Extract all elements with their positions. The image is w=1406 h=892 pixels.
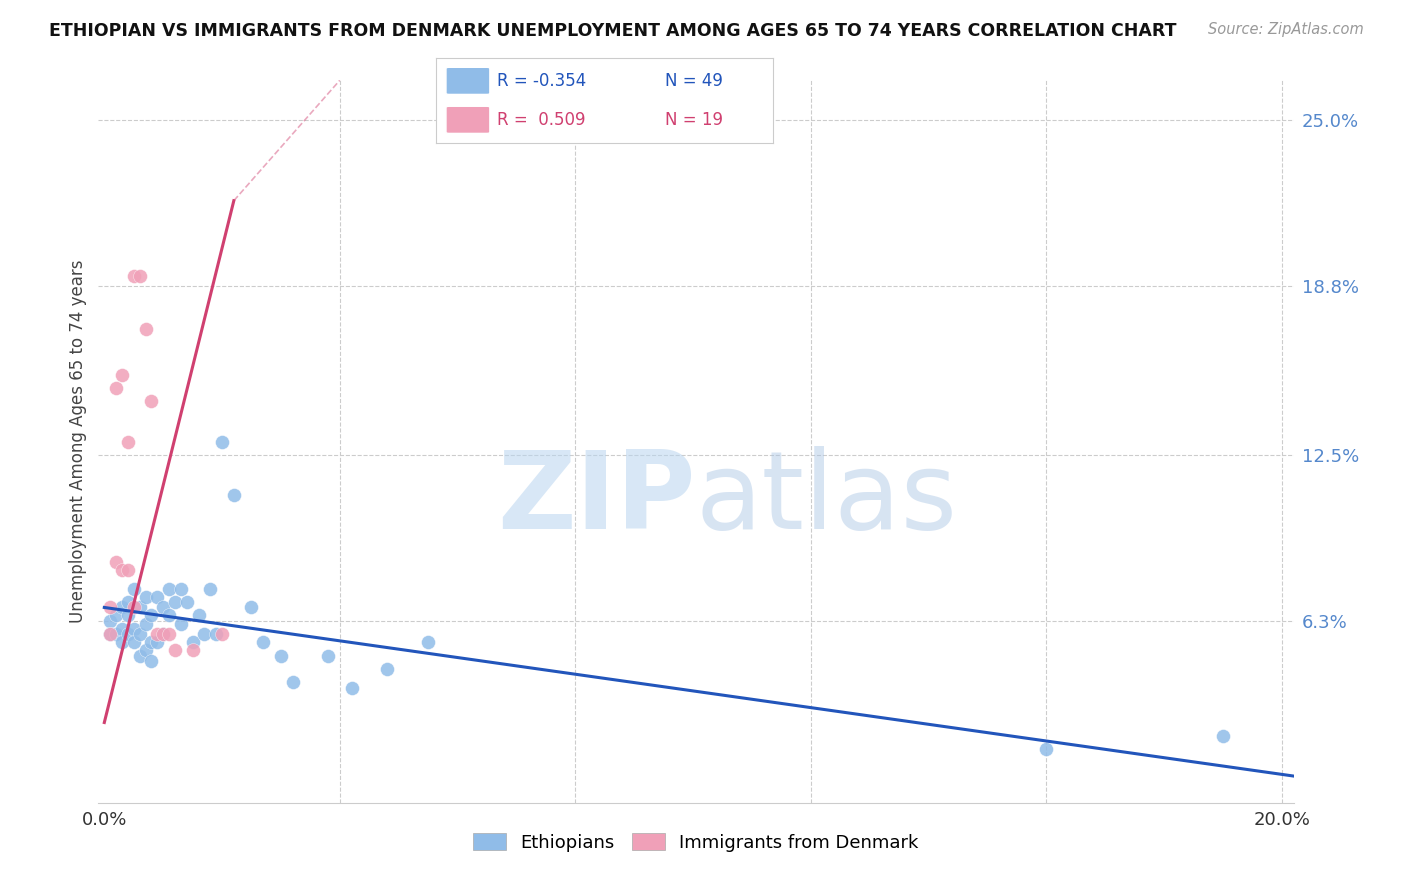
Point xyxy=(141,394,163,409)
Point xyxy=(340,681,363,695)
Point xyxy=(170,582,193,596)
Point xyxy=(105,555,128,569)
Point xyxy=(98,614,121,628)
Point xyxy=(176,595,198,609)
Point xyxy=(98,600,121,615)
Point xyxy=(122,268,145,283)
Point xyxy=(122,600,145,615)
Point xyxy=(134,643,156,657)
Point xyxy=(105,608,128,623)
Point xyxy=(200,582,222,596)
Text: ETHIOPIAN VS IMMIGRANTS FROM DENMARK UNEMPLOYMENT AMONG AGES 65 TO 74 YEARS CORR: ETHIOPIAN VS IMMIGRANTS FROM DENMARK UNE… xyxy=(49,22,1177,40)
Y-axis label: Unemployment Among Ages 65 to 74 years: Unemployment Among Ages 65 to 74 years xyxy=(69,260,87,624)
Point xyxy=(240,600,263,615)
Point xyxy=(122,622,145,636)
Point xyxy=(111,622,134,636)
Point xyxy=(181,643,204,657)
Point xyxy=(211,627,233,641)
Point xyxy=(187,608,209,623)
Point xyxy=(141,654,163,668)
Text: atlas: atlas xyxy=(696,446,957,552)
Point xyxy=(117,434,139,449)
Point xyxy=(146,627,169,641)
Point xyxy=(193,627,215,641)
Point xyxy=(146,590,169,604)
Point xyxy=(163,595,186,609)
FancyBboxPatch shape xyxy=(446,67,489,95)
Point xyxy=(205,627,228,641)
Point xyxy=(117,595,139,609)
Point xyxy=(122,635,145,649)
Point xyxy=(157,608,180,623)
Point xyxy=(141,635,163,649)
Point xyxy=(416,635,439,649)
Text: R = -0.354: R = -0.354 xyxy=(496,72,586,90)
Point xyxy=(111,368,134,382)
Point xyxy=(316,648,339,663)
Point xyxy=(111,600,134,615)
Point xyxy=(117,563,139,577)
Point xyxy=(105,627,128,641)
Point xyxy=(98,627,121,641)
Text: Source: ZipAtlas.com: Source: ZipAtlas.com xyxy=(1208,22,1364,37)
Text: N = 49: N = 49 xyxy=(665,72,723,90)
Point xyxy=(375,662,398,676)
Point xyxy=(111,635,134,649)
Point xyxy=(211,434,233,449)
Point xyxy=(181,635,204,649)
Point xyxy=(157,627,180,641)
Point xyxy=(270,648,292,663)
Point xyxy=(117,608,139,623)
Point xyxy=(152,627,174,641)
Point xyxy=(111,563,134,577)
Point xyxy=(1212,729,1234,743)
Text: ZIP: ZIP xyxy=(498,446,696,552)
Text: N = 19: N = 19 xyxy=(665,111,723,128)
Point xyxy=(157,582,180,596)
Point xyxy=(146,635,169,649)
Point xyxy=(281,675,304,690)
Point xyxy=(128,268,150,283)
Point xyxy=(98,627,121,641)
Point xyxy=(128,600,150,615)
Point xyxy=(141,608,163,623)
Text: R =  0.509: R = 0.509 xyxy=(496,111,585,128)
Point xyxy=(128,648,150,663)
Point xyxy=(128,627,150,641)
Point xyxy=(163,643,186,657)
Point xyxy=(252,635,274,649)
Point xyxy=(152,627,174,641)
FancyBboxPatch shape xyxy=(446,106,489,134)
Point xyxy=(122,582,145,596)
Point xyxy=(222,488,245,502)
Point xyxy=(134,590,156,604)
Point xyxy=(117,627,139,641)
Point xyxy=(105,381,128,395)
Point xyxy=(1035,742,1057,756)
Point xyxy=(134,322,156,336)
Point xyxy=(134,616,156,631)
Legend: Ethiopians, Immigrants from Denmark: Ethiopians, Immigrants from Denmark xyxy=(465,826,927,859)
Point xyxy=(170,616,193,631)
Point xyxy=(152,600,174,615)
